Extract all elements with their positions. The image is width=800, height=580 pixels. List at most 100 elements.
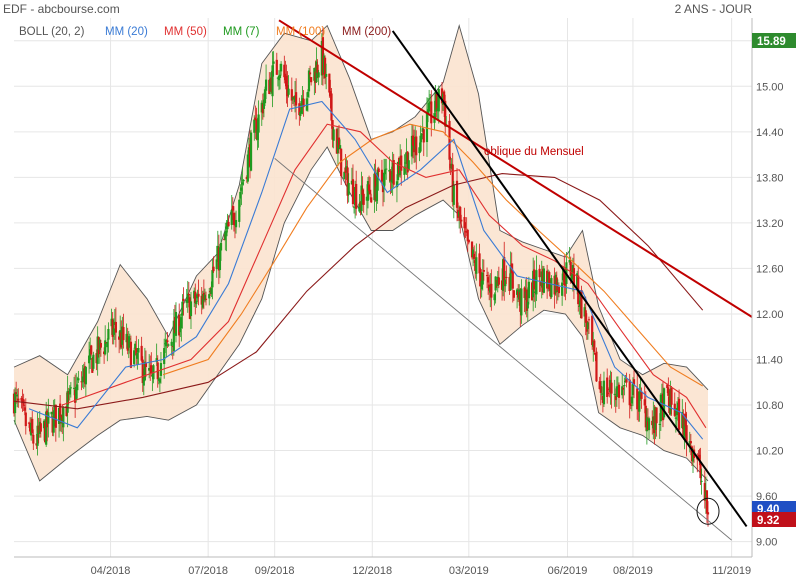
candle-body bbox=[535, 270, 538, 295]
candle-body bbox=[239, 191, 242, 199]
candle-body bbox=[172, 320, 175, 351]
legend-item: MM (100) bbox=[276, 26, 325, 38]
candle-body bbox=[218, 247, 222, 271]
candle-body bbox=[472, 249, 475, 258]
y-tick-label: 10.20 bbox=[756, 446, 784, 458]
candle-body bbox=[75, 386, 78, 400]
candle-body bbox=[548, 272, 551, 290]
legend-item: MM (200) bbox=[342, 26, 391, 38]
candle-body bbox=[512, 290, 515, 298]
candle-body bbox=[167, 344, 170, 346]
moving-averages bbox=[13, 100, 707, 440]
candle-body bbox=[299, 112, 302, 116]
candle-body bbox=[225, 230, 228, 237]
candle-body bbox=[332, 129, 335, 141]
candle-body bbox=[698, 454, 701, 460]
candle-body bbox=[271, 65, 274, 97]
candle-body bbox=[473, 253, 476, 259]
candle-body bbox=[257, 114, 260, 133]
candle-body bbox=[77, 378, 80, 381]
y-tick-label: 13.20 bbox=[756, 218, 784, 230]
candle-body bbox=[355, 183, 358, 209]
candle-body bbox=[325, 73, 328, 77]
candle-body bbox=[127, 336, 130, 348]
candle-body bbox=[76, 384, 79, 391]
candle-body bbox=[215, 259, 218, 270]
candle-body bbox=[39, 423, 42, 432]
candle-body bbox=[92, 354, 95, 369]
candle-body bbox=[613, 393, 616, 395]
candle-body bbox=[555, 277, 558, 292]
candle-body bbox=[118, 336, 121, 340]
candle-body bbox=[330, 93, 333, 121]
candle-body bbox=[256, 129, 259, 140]
candle-body bbox=[451, 164, 454, 203]
candle-body bbox=[425, 111, 429, 143]
candle-body bbox=[598, 381, 601, 390]
candle-body bbox=[481, 272, 484, 285]
candle-body bbox=[187, 294, 190, 296]
bollinger-bands bbox=[13, 23, 709, 482]
candle-body bbox=[204, 298, 208, 300]
candle-body bbox=[677, 398, 681, 430]
candle-body bbox=[290, 89, 293, 101]
candle-body bbox=[107, 328, 110, 340]
candle-body bbox=[426, 109, 430, 115]
candle-body bbox=[242, 179, 245, 182]
candle-body bbox=[328, 73, 331, 93]
candle-body bbox=[31, 418, 34, 433]
candle-body bbox=[550, 278, 553, 298]
candle-body bbox=[15, 392, 18, 395]
candle-body bbox=[561, 282, 564, 296]
candle-body bbox=[376, 169, 379, 191]
candle-body bbox=[382, 172, 386, 190]
candle-body bbox=[234, 219, 238, 228]
candle-body bbox=[505, 276, 508, 278]
y-tick-label: 11.40 bbox=[756, 354, 783, 366]
candle-body bbox=[316, 64, 319, 74]
candle-body bbox=[666, 384, 669, 389]
candle-body bbox=[143, 361, 146, 381]
candle-body bbox=[337, 137, 341, 148]
candle-body bbox=[181, 301, 184, 316]
candle-body bbox=[240, 187, 243, 191]
candle-body bbox=[84, 367, 87, 385]
candle-body bbox=[430, 101, 433, 124]
legend-item: MM (20) bbox=[105, 26, 148, 38]
candle-body bbox=[538, 268, 541, 278]
candle-body bbox=[572, 268, 576, 286]
candle-body bbox=[509, 264, 512, 291]
candle-body bbox=[219, 242, 223, 251]
candle-body bbox=[99, 343, 102, 348]
candle-body bbox=[323, 57, 327, 79]
ma-line-100 bbox=[162, 123, 703, 387]
ma-line-200 bbox=[13, 173, 704, 410]
candle-body bbox=[283, 64, 286, 78]
candle-body bbox=[310, 77, 313, 83]
candle-body bbox=[317, 72, 320, 78]
candle-body bbox=[182, 298, 185, 301]
indicator-legend: BOLL (20, 2) MM (20) MM (50) MM (7) MM (100)… bbox=[19, 26, 391, 38]
candle-body bbox=[275, 59, 278, 75]
candle-body bbox=[569, 261, 572, 276]
x-tick-label: 12/2018 bbox=[352, 565, 392, 577]
candle-body bbox=[632, 379, 636, 385]
candle-body bbox=[227, 221, 230, 227]
candle-body bbox=[415, 136, 418, 156]
candle-body bbox=[23, 407, 26, 411]
candle-body bbox=[210, 288, 213, 295]
candle-body bbox=[16, 394, 19, 397]
candle-body bbox=[444, 100, 447, 127]
price-badge-label: 15.89 bbox=[757, 36, 786, 48]
candle-body bbox=[563, 268, 566, 286]
candle-body bbox=[684, 413, 687, 426]
candle-body bbox=[106, 342, 109, 348]
candle-body bbox=[66, 390, 69, 413]
candle-body bbox=[389, 171, 392, 182]
candle-body bbox=[688, 441, 691, 447]
candle-body bbox=[32, 434, 35, 444]
candle-body bbox=[475, 257, 478, 274]
candle-body bbox=[479, 269, 482, 287]
legend-item: MM (50) bbox=[164, 26, 207, 38]
